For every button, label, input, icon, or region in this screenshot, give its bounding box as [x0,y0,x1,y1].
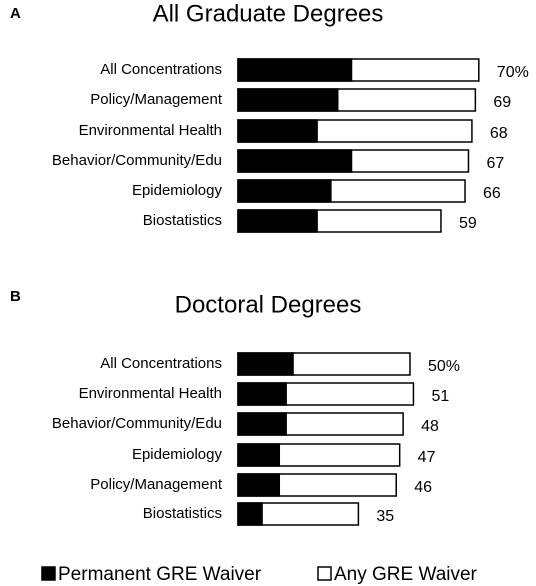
bar [237,352,294,376]
panel-label: B [10,288,21,305]
bar [237,209,318,233]
category-label: Environmental Health [79,122,222,139]
panel-label: A [10,5,21,22]
category-label: All Concentrations [100,61,222,78]
value-label: 59 [459,215,477,232]
chart-title: Doctoral Degrees [175,291,362,318]
category-label: All Concentrations [100,355,222,372]
category-label: Policy/Management [90,91,223,108]
category-label: Policy/Management [90,476,223,493]
legend-swatch [317,566,332,581]
bar [237,179,332,203]
bar [237,119,318,143]
value-label: 50% [428,358,460,375]
bar [237,443,281,467]
category-label: Behavior/Community/Edu [52,152,222,169]
legend-label: Permanent GRE Waiver [58,564,262,585]
category-label: Biostatistics [143,505,222,522]
value-label: 51 [431,388,449,405]
value-label: 70% [497,64,529,81]
bar [237,382,287,406]
bar [237,88,339,112]
category-label: Biostatistics [143,212,222,229]
bar [237,473,281,497]
category-label: Environmental Health [79,385,222,402]
bar [237,412,287,436]
value-label: 69 [493,94,511,111]
value-label: 48 [421,418,439,435]
bar [237,58,353,82]
value-label: 47 [418,449,436,466]
category-label: Epidemiology [132,446,223,463]
value-label: 35 [376,508,394,525]
bar [237,149,353,173]
value-label: 67 [486,155,504,172]
category-label: Behavior/Community/Edu [52,415,222,432]
value-label: 66 [483,185,501,202]
legend-swatch [41,566,56,581]
value-label: 46 [414,479,432,496]
legend-label: Any GRE Waiver [334,564,478,585]
bar [237,502,263,526]
value-label: 68 [490,125,508,142]
category-label: Epidemiology [132,182,223,199]
chart-title: All Graduate Degrees [153,0,384,27]
